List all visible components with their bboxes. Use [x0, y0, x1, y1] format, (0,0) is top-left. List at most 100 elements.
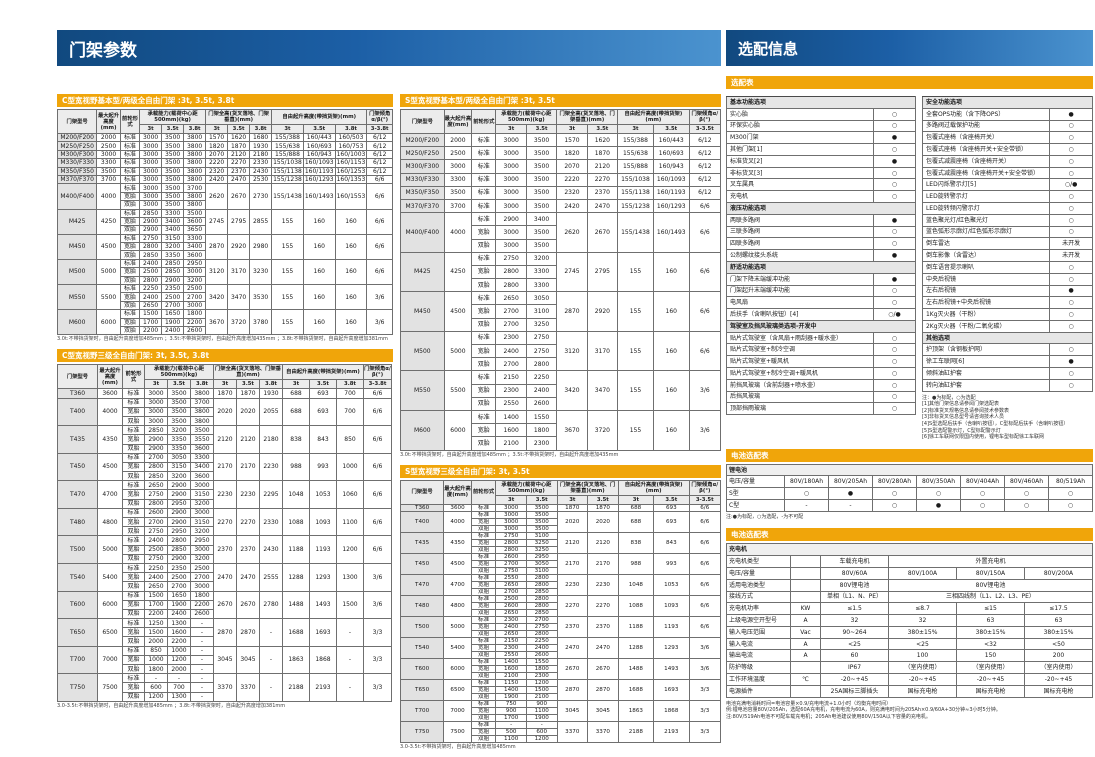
- capacity-cell: 3300: [161, 208, 185, 218]
- capacity-cell: 3650: [183, 225, 207, 235]
- capacity-cell: 2650: [495, 580, 527, 589]
- tilt-angle-cell: 3/6: [366, 309, 393, 336]
- charger-value-cell: 80V/150A: [956, 566, 1025, 580]
- option-label: 倒车语音提示喇叭: [921, 260, 1051, 274]
- mast-model-cell: M425: [400, 251, 445, 293]
- capacity-cell: 3000: [139, 149, 163, 160]
- capacity-cell: 3600: [183, 250, 207, 260]
- free-lift-cell: 160/1493: [652, 212, 690, 253]
- wheel-type-cell: 宽胎: [119, 242, 141, 252]
- battery-availability-mark: ○: [916, 487, 961, 501]
- battery-header-cell: 80V/460Ah: [1004, 475, 1049, 489]
- capacity-cell: 3000: [495, 198, 527, 214]
- max-lift-height-cell: 7000: [443, 699, 472, 722]
- free-lift-cell: 1060: [336, 480, 364, 509]
- max-lift-height-cell: 3700: [443, 198, 473, 214]
- mast-height-cell: 2470: [213, 562, 237, 592]
- capacity-cell: 3050: [525, 291, 558, 306]
- free-lift-cell: 693: [653, 503, 690, 512]
- battery-availability-mark: ●: [828, 487, 873, 501]
- mast-height-cell: 2670: [213, 590, 237, 620]
- free-lift-cell: 1293: [309, 562, 337, 592]
- mast-height-cell: 2120: [236, 425, 260, 454]
- charger-value-cell: 80V锂电池: [888, 578, 1093, 592]
- capacity-cell: 3800: [183, 191, 207, 202]
- capacity-cell: 2600: [495, 601, 527, 610]
- capacity-cell: 3400: [190, 461, 214, 473]
- free-lift-cell: 160: [334, 208, 368, 235]
- free-lift-cell: 155/638: [617, 146, 654, 161]
- capacity-cell: 2300: [525, 671, 558, 680]
- wheel-type-cell: 标准: [119, 166, 141, 176]
- capacity-cell: -: [190, 663, 214, 675]
- option-label: 徐工车联网[6]: [921, 355, 1051, 368]
- capacity-cell: 3000: [495, 159, 527, 174]
- option-availability-mark: ○/●: [1049, 178, 1093, 192]
- mast-height-cell: 3170: [586, 330, 619, 372]
- charger-row: 输入电压范围 Vac 90~264 380±15% 380±15% 380±15%: [726, 625, 1093, 639]
- charger-row: 充电机功率 KW ≤1.5 ≤8.7 ≤15 ≤17.5: [726, 602, 1093, 616]
- mast-model-cell: M350/F350: [400, 185, 445, 200]
- col-header-model: 门架型号: [400, 109, 445, 134]
- col-header-tilt-angle: 门架倾角α/β(°): [688, 109, 722, 125]
- capacity-cell: 3500: [183, 208, 207, 218]
- col-subheader-tonnage: 3t: [205, 124, 229, 134]
- capacity-cell: 3500: [525, 517, 558, 526]
- mast-height-cell: 1620: [227, 132, 251, 143]
- wheel-type-cell: 标准: [119, 174, 141, 185]
- tilt-angle-cell: 6/12: [688, 132, 722, 148]
- wheel-type-cell: 双胎: [122, 498, 145, 509]
- charger-value-cell: <25: [888, 637, 957, 651]
- free-lift-cell: 1688: [282, 618, 310, 647]
- mast-table-row: 宽胎 3000 3500 3800: [58, 406, 392, 417]
- charger-value-cell: <32: [956, 637, 1025, 651]
- capacity-cell: 2850: [525, 587, 558, 596]
- mast-model-cell: M300/F300: [56, 149, 98, 160]
- free-lift-cell: 1000: [336, 452, 364, 482]
- charger-table: 充电机 充电机类型 车载充电机 外置充电机 电压/容量 80V/60A 80V/100A 80…: [726, 543, 1093, 698]
- mast-height-cell: 2220: [556, 172, 588, 187]
- free-lift-cell: 160: [334, 258, 368, 286]
- mast-table-row: 双胎 2650 2850: [401, 608, 721, 617]
- free-lift-cell: 155: [617, 330, 654, 372]
- mast-height-cell: 2870: [556, 291, 588, 332]
- col-subheader-tonnage: 3t: [617, 494, 655, 505]
- capacity-cell: 3050: [525, 559, 558, 568]
- mast-table-row: T750 7500 标准 - -3370 3370 2188 2193 3/3: [399, 720, 722, 743]
- capacity-cell: 2800: [525, 580, 558, 589]
- capacity-cell: 1100: [495, 734, 527, 743]
- wheel-type-cell: 标准: [122, 673, 145, 684]
- capacity-cell: 2850: [139, 208, 163, 218]
- wheel-type-cell: 宽胎: [470, 727, 497, 736]
- wheel-type-cell: 宽胎: [122, 406, 145, 417]
- capacity-cell: 1900: [161, 317, 185, 328]
- c-basic-mast-table: 门架型号 最大起升高度(mm) 前轮形式 承载能力(载荷中心距500mm)(kg) 门架…: [56, 109, 393, 336]
- charger-row-label: 适用电池类型: [726, 578, 791, 592]
- option-availability-mark: ○: [873, 355, 916, 368]
- capacity-cell: 3800: [183, 174, 207, 185]
- mast-table-row: 双胎 2800 3300: [401, 278, 721, 293]
- mast-table-row: 双胎 2750 2950 3200: [58, 526, 392, 537]
- mast-height-cell: 3780: [249, 309, 273, 336]
- col-subheader-tonnage: 3t: [282, 379, 310, 390]
- capacity-cell: 2700: [144, 516, 168, 528]
- mast-height-cell: 3120: [556, 330, 588, 372]
- free-lift-cell: 155/388: [271, 132, 304, 143]
- mast-height-cell: 1680: [249, 132, 273, 143]
- mast-height-cell: 1870: [586, 146, 619, 161]
- charger-row-label: 输入电流: [726, 637, 791, 651]
- mast-height-cell: 1820: [556, 146, 588, 161]
- charger-unit-cell: A: [790, 649, 821, 663]
- capacity-cell: 2850: [161, 258, 185, 269]
- option-availability-mark: ○: [873, 378, 916, 392]
- charger-row-label: 充电机类型: [726, 555, 791, 568]
- capacity-cell: 1200: [144, 691, 168, 702]
- capacity-cell: -: [144, 673, 168, 684]
- mast-height-cell: 3045: [236, 645, 260, 675]
- capacity-cell: 2700: [190, 572, 214, 583]
- wheel-type-cell: 宽胎: [119, 216, 141, 227]
- mast-height-cell: 2870: [236, 618, 260, 647]
- charger-value-cell: 80V/200A: [1024, 566, 1093, 580]
- mast-table-row: M300/F300 3000 标准 3000 3500 3800 2070 2120 2180 1…: [56, 149, 393, 160]
- free-lift-cell: 160/1193: [302, 166, 336, 176]
